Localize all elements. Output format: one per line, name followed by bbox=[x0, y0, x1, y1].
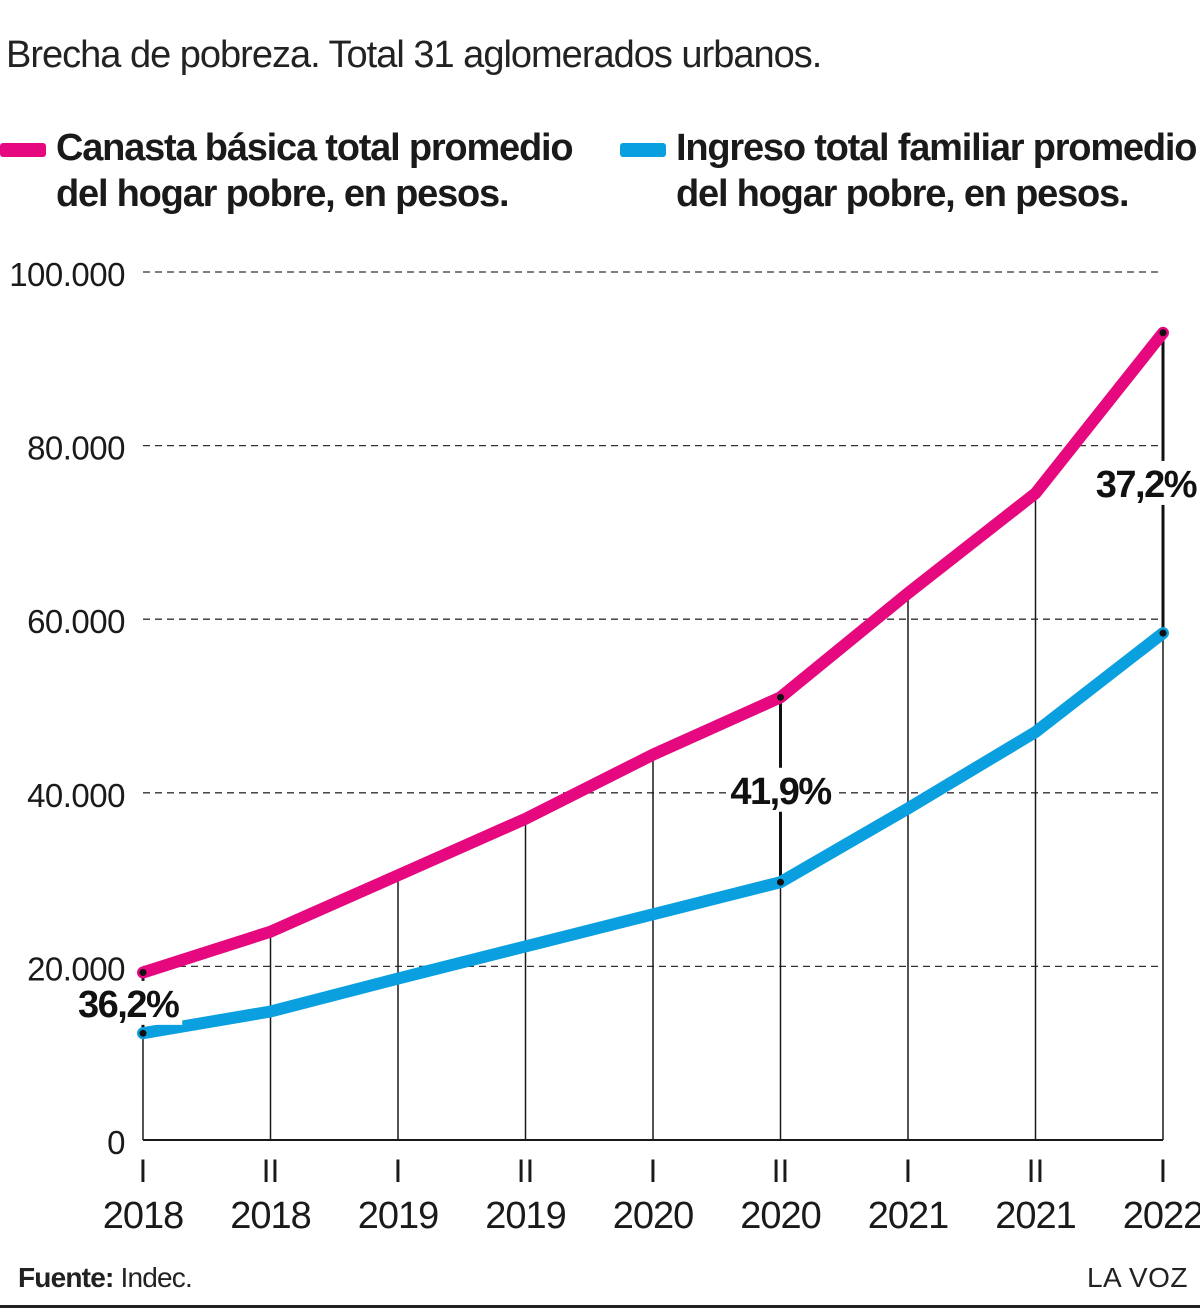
point-ingreso-4 bbox=[651, 913, 655, 916]
gap-label-0: 36,2% bbox=[78, 984, 179, 1026]
point-ingreso-2 bbox=[396, 977, 400, 980]
x-tick-semester-2: I bbox=[394, 1153, 403, 1189]
x-tick-year-1: 2018 bbox=[230, 1195, 311, 1237]
source-value: Indec. bbox=[120, 1262, 193, 1293]
gap-label-1: 41,9% bbox=[730, 771, 831, 813]
y-tick-label-5: 100.000 bbox=[9, 256, 125, 293]
gap-marker-2-0 bbox=[1159, 329, 1167, 337]
x-tick-year-8: 2022 bbox=[1123, 1195, 1200, 1237]
legend-label-canasta: Canasta básica total promedio del hogar … bbox=[56, 125, 574, 217]
gap-marker-1-1 bbox=[777, 878, 784, 886]
x-tick-year-6: 2021 bbox=[868, 1195, 949, 1237]
x-tick-semester-1: II bbox=[262, 1153, 280, 1189]
point-ingreso-6 bbox=[906, 807, 910, 810]
point-ingreso-7 bbox=[1034, 730, 1037, 734]
source-note: Fuente: Indec. bbox=[18, 1262, 193, 1294]
gap-marker-1-0 bbox=[777, 693, 784, 701]
gap-label-bg-1 bbox=[726, 767, 835, 812]
brand-logo-text: LA VOZ bbox=[1086, 1262, 1188, 1293]
x-tick-semester-5: II bbox=[772, 1153, 790, 1189]
gap-marker-2-1 bbox=[1159, 629, 1167, 637]
x-tick-semester-3: II bbox=[517, 1153, 535, 1189]
point-ingreso-1 bbox=[269, 1010, 272, 1013]
point-canasta-6 bbox=[906, 591, 910, 595]
gap-label-bg-2 bbox=[1091, 460, 1200, 505]
gap-marker-0-1 bbox=[139, 1029, 147, 1037]
x-tick-year-7: 2021 bbox=[995, 1195, 1076, 1237]
point-canasta-3 bbox=[524, 817, 527, 821]
chart-title: Brecha de pobreza. Total 31 aglomerados … bbox=[6, 34, 822, 76]
point-canasta-4 bbox=[651, 753, 655, 756]
x-tick-year-4: 2020 bbox=[613, 1195, 694, 1237]
legend-label-canasta-line-2: del hogar pobre, en pesos. bbox=[56, 173, 510, 215]
x-tick-year-0: 2018 bbox=[103, 1195, 184, 1237]
x-tick-year-5: 2020 bbox=[740, 1195, 821, 1237]
legend-label-canasta-line-1: Canasta básica total promedio bbox=[56, 127, 574, 169]
x-tick-semester-8: I bbox=[1159, 1153, 1168, 1189]
legend-swatch-ingreso bbox=[620, 143, 666, 157]
y-tick-label-2: 40.000 bbox=[27, 777, 125, 814]
legend-label-ingreso-line-2: del hogar pobre, en pesos. bbox=[676, 173, 1130, 215]
legend-label-ingreso-line-1: Ingreso total familiar promedio bbox=[676, 127, 1197, 169]
y-tick-label-4: 80.000 bbox=[27, 430, 125, 467]
x-tick-year-2: 2019 bbox=[358, 1195, 439, 1237]
x-tick-semester-7: II bbox=[1027, 1153, 1045, 1189]
bottom-divider bbox=[0, 1305, 1200, 1308]
point-canasta-2 bbox=[396, 874, 400, 877]
y-tick-label-3: 60.000 bbox=[27, 603, 125, 640]
legend-swatch-canasta bbox=[0, 143, 46, 157]
legend-label-ingreso: Ingreso total familiar promedio del hoga… bbox=[676, 125, 1197, 217]
x-tick-semester-6: I bbox=[904, 1153, 913, 1189]
x-tick-semester-0: I bbox=[139, 1153, 148, 1189]
x-tick-semester-4: I bbox=[649, 1153, 658, 1189]
y-tick-label-0: 0 bbox=[107, 1124, 125, 1161]
gap-label-2: 37,2% bbox=[1096, 464, 1197, 506]
gap-marker-0-0 bbox=[139, 968, 147, 976]
point-canasta-1 bbox=[269, 930, 272, 933]
point-ingreso-3 bbox=[524, 945, 527, 948]
gap-label-bg-0 bbox=[74, 980, 183, 1025]
x-tick-year-3: 2019 bbox=[485, 1195, 566, 1237]
source-label: Fuente: bbox=[18, 1262, 114, 1293]
point-canasta-7 bbox=[1034, 492, 1037, 495]
